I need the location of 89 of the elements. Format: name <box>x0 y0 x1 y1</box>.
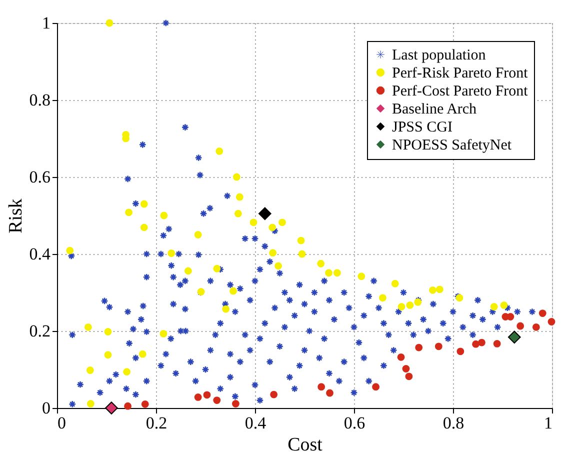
point <box>478 338 486 346</box>
x-tick-label: 0.6 <box>344 414 366 432</box>
point <box>398 303 406 310</box>
x-tick-label: 1 <box>544 414 552 432</box>
point <box>250 218 258 226</box>
point <box>104 351 112 359</box>
point <box>106 19 114 27</box>
point <box>234 210 242 218</box>
point <box>508 330 521 344</box>
point <box>160 330 168 338</box>
point <box>325 269 332 277</box>
point <box>318 383 326 391</box>
point <box>397 353 405 361</box>
point <box>194 231 202 238</box>
y-tick-label: 0.4 <box>29 244 51 264</box>
point <box>405 372 413 380</box>
point <box>168 250 176 257</box>
point <box>298 250 306 258</box>
point <box>213 264 221 272</box>
x-tick-label: 0 <box>58 414 66 432</box>
x-tick-label: 0.8 <box>442 414 464 432</box>
legend-label: Perf-Risk Pareto Front <box>392 66 529 82</box>
point <box>140 200 148 208</box>
legend-label: Baseline Arch <box>392 102 478 118</box>
point <box>222 305 230 313</box>
point <box>406 302 414 309</box>
point <box>274 262 282 270</box>
point <box>123 368 131 376</box>
point <box>203 391 211 399</box>
point <box>86 400 94 408</box>
point <box>141 400 149 408</box>
point <box>490 303 498 310</box>
point <box>278 218 286 226</box>
point <box>268 224 276 232</box>
point <box>297 236 305 244</box>
point <box>428 286 436 294</box>
point <box>86 366 94 374</box>
point <box>184 267 192 275</box>
point <box>436 286 444 294</box>
point <box>105 402 118 414</box>
y-tick-label: 1 <box>42 14 50 32</box>
point <box>104 328 112 336</box>
point <box>415 344 423 352</box>
point <box>236 193 244 201</box>
point <box>532 323 540 331</box>
legend-label: NPOESS SafetyNet <box>392 138 512 154</box>
y-tick-label: 0.2 <box>29 322 50 340</box>
point <box>66 246 74 254</box>
y-tick-label: 0.8 <box>29 90 50 110</box>
point <box>125 208 132 216</box>
point <box>358 272 366 280</box>
y-tick-label: 0.6 <box>29 168 50 186</box>
point <box>402 365 410 372</box>
y-tick-label: 0 <box>42 398 50 418</box>
x-axis-title: Cost <box>288 434 324 456</box>
point <box>500 302 508 309</box>
point <box>493 340 501 348</box>
point <box>317 260 325 268</box>
legend-label: JPSS CGI <box>392 120 452 136</box>
point <box>391 280 399 288</box>
legend-label: Perf-Cost Pareto Front <box>392 84 529 100</box>
point <box>160 212 168 220</box>
point <box>216 148 224 155</box>
point <box>138 350 146 358</box>
point <box>194 394 202 401</box>
point <box>232 400 240 408</box>
point <box>472 340 480 348</box>
point <box>124 402 132 410</box>
point <box>232 173 240 181</box>
legend-label: Last population <box>392 48 486 64</box>
point <box>548 318 556 326</box>
point <box>213 396 221 404</box>
point <box>456 348 464 356</box>
point <box>270 390 278 398</box>
point <box>372 383 380 391</box>
point <box>516 322 524 330</box>
x-tick-label: 0.2 <box>146 414 168 432</box>
point <box>258 207 272 220</box>
point <box>333 269 341 277</box>
x-tick-label: 0.4 <box>244 414 267 432</box>
y-axis-title: Risk <box>5 198 26 234</box>
point <box>269 249 277 257</box>
point <box>84 323 92 331</box>
point <box>140 224 148 232</box>
point <box>326 389 334 397</box>
point <box>538 310 546 317</box>
point <box>230 287 237 295</box>
point <box>379 294 386 302</box>
point <box>434 342 442 350</box>
